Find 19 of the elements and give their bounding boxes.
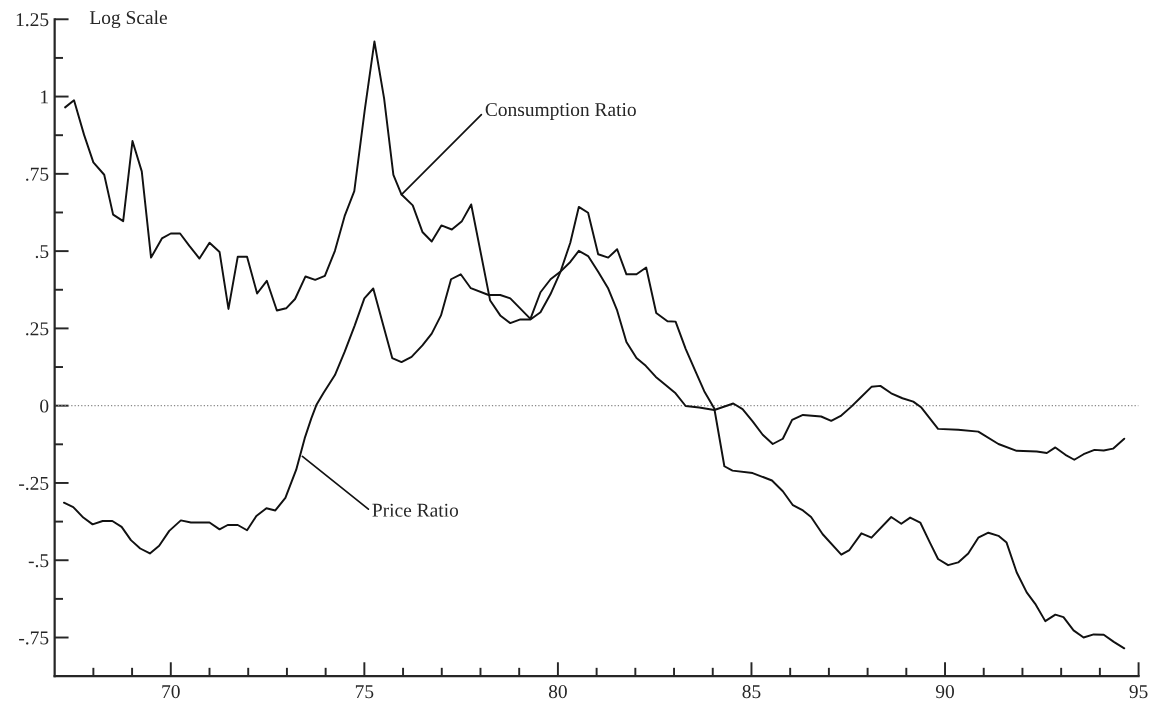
x-tick-label: 90 [935, 685, 954, 699]
y-tick-label: .5 [35, 245, 49, 259]
y-tick-label: -.75 [19, 631, 49, 645]
y-tick-label: .25 [26, 322, 49, 336]
y-tick-label: -.25 [19, 476, 49, 490]
y-tick-label: .75 [26, 167, 49, 181]
x-tick-label: 85 [742, 685, 761, 699]
x-tick-label: 70 [162, 685, 180, 699]
x-tick-label: 80 [548, 685, 567, 699]
y-tick-label: -.5 [28, 554, 49, 568]
line-series [64, 40, 1126, 650]
annotation: Log Scale [89, 10, 167, 29]
x-tick-label: 95 [1129, 685, 1148, 699]
annotation: Price Ratio [372, 503, 459, 517]
y-tick-label: 1.25 [16, 13, 49, 27]
y-tick-label: 0 [40, 399, 49, 413]
annotation: Consumption Ratio [485, 103, 636, 121]
y-tick-label: 1 [41, 90, 48, 104]
x-tick-label: 75 [355, 685, 374, 699]
